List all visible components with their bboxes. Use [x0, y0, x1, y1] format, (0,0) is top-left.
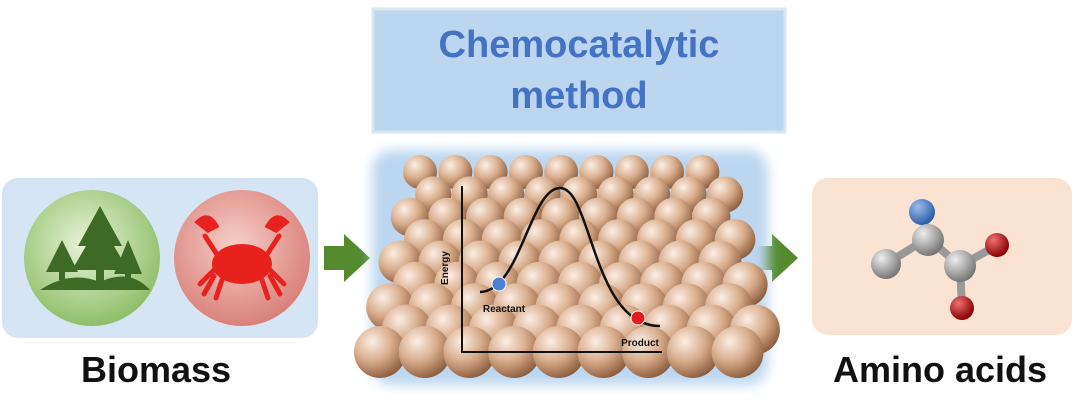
atom [912, 224, 944, 256]
axis-label: Energy [440, 251, 451, 285]
product-dot [630, 310, 646, 326]
reactant-dot [491, 276, 507, 292]
title-line: Chemocatalytic [439, 24, 720, 66]
catalyst-surface [354, 155, 780, 378]
atom [944, 250, 976, 282]
surface-atom [666, 326, 719, 378]
energy-curve [479, 186, 661, 328]
surface-atom [398, 326, 451, 378]
state-label: Reactant [483, 304, 526, 315]
state-label: Product [621, 338, 659, 349]
title-line: method [510, 75, 647, 117]
trees [40, 206, 150, 290]
axes [461, 186, 662, 353]
title-box [371, 7, 787, 134]
output-label: Amino acids [833, 349, 1047, 390]
energy-diagram: Energy Reactant Product [440, 186, 662, 353]
atom [985, 233, 1009, 257]
input-label: Biomass [81, 349, 231, 390]
atom [871, 249, 901, 279]
arrow [324, 234, 370, 282]
atom [909, 199, 935, 225]
atom [950, 296, 974, 320]
surface-atom [711, 326, 764, 378]
surface-atom [354, 326, 406, 378]
amino-panel [812, 178, 1072, 335]
crab [194, 215, 290, 301]
